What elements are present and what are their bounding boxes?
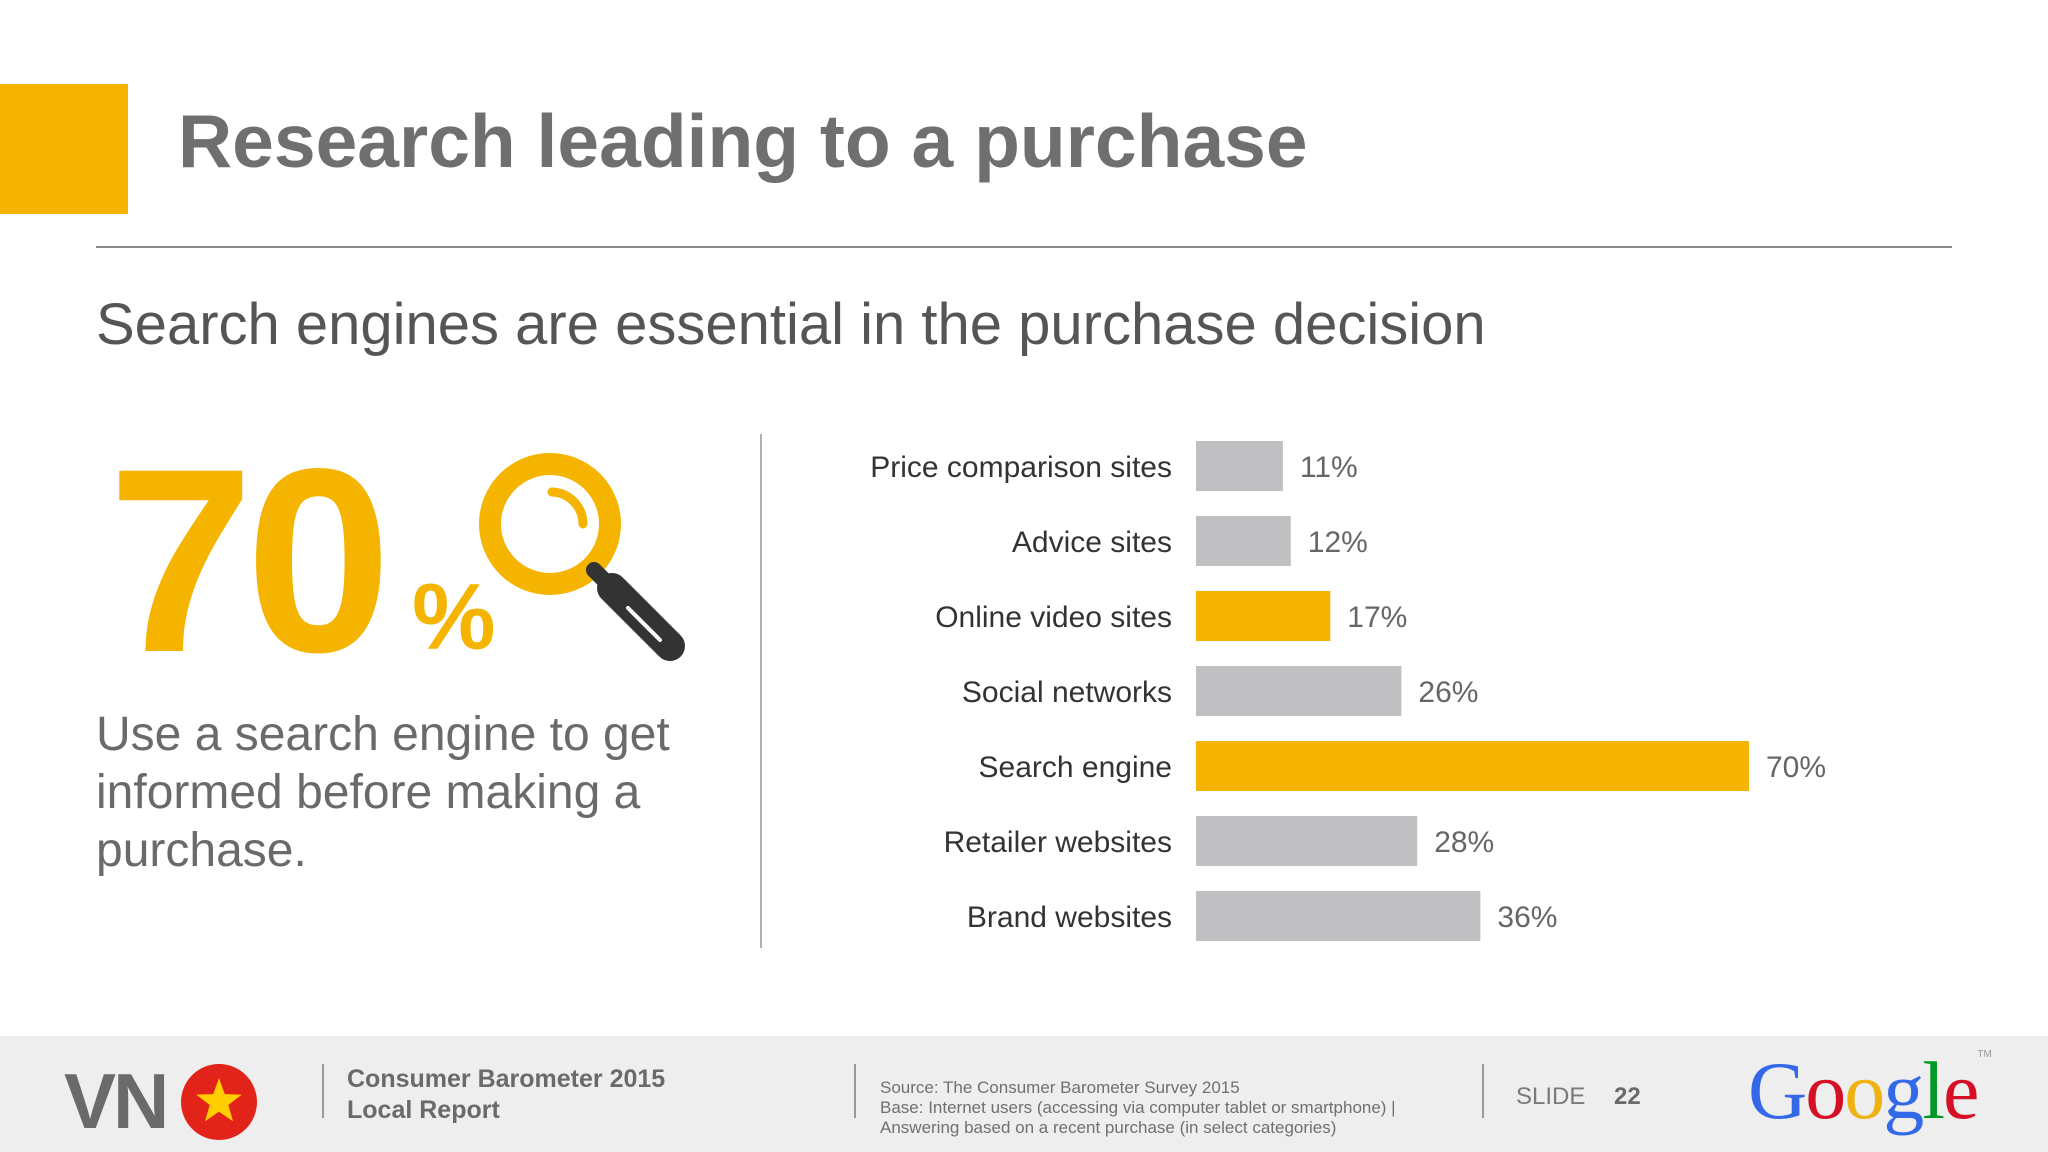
- value-label: 11%: [1300, 451, 1358, 484]
- google-logo: GoogleTM: [1748, 1050, 1992, 1132]
- country-code: VN: [64, 1057, 169, 1145]
- slide-subtitle: Search engines are essential in the purc…: [96, 292, 1486, 357]
- highlight-stat-value: 70: [108, 414, 391, 707]
- report-title-line2: Local Report: [347, 1096, 500, 1124]
- source-line1: Source: The Consumer Barometer Survey 20…: [880, 1078, 1240, 1097]
- footer-divider: [1482, 1064, 1484, 1118]
- magnifier-icon: [479, 453, 685, 661]
- category-label: Price comparison sites: [870, 451, 1172, 484]
- highlight-stat-description: Use a search engine to get informed befo…: [96, 708, 670, 877]
- bar: [1196, 591, 1331, 641]
- vertical-divider: [760, 434, 762, 948]
- value-label: 36%: [1497, 901, 1557, 934]
- logo-trademark: TM: [1977, 1049, 1992, 1060]
- value-label: 28%: [1434, 826, 1494, 859]
- value-label: 17%: [1347, 601, 1407, 634]
- logo-letter: G: [1748, 1045, 1807, 1136]
- logo-letter: e: [1943, 1045, 1979, 1136]
- bar: [1196, 741, 1749, 791]
- value-label: 26%: [1418, 676, 1478, 709]
- logo-letter: l: [1922, 1045, 1945, 1136]
- bar: [1196, 516, 1291, 566]
- bar: [1196, 891, 1481, 941]
- source-line3: Answering based on a recent purchase (in…: [880, 1118, 1337, 1137]
- highlight-stat-unit: %: [412, 564, 496, 669]
- category-label: Online video sites: [935, 601, 1172, 634]
- logo-letter: o: [1805, 1045, 1846, 1136]
- footer-divider: [854, 1064, 856, 1118]
- slide-title: Research leading to a purchase: [178, 99, 1308, 183]
- bar: [1196, 441, 1283, 491]
- bar: [1196, 666, 1402, 716]
- report-title: Consumer Barometer 2015 Local Report: [347, 1064, 665, 1126]
- source-note: Source: The Consumer Barometer Survey 20…: [880, 1078, 1396, 1138]
- slide-label: SLIDE: [1516, 1083, 1586, 1110]
- slide-number: 22: [1614, 1083, 1641, 1110]
- value-label: 12%: [1308, 526, 1368, 559]
- category-label: Search engine: [979, 751, 1172, 784]
- category-label: Brand websites: [967, 901, 1172, 934]
- footer-divider: [322, 1064, 324, 1118]
- logo-letter: g: [1883, 1045, 1924, 1136]
- value-label: 70%: [1766, 751, 1826, 784]
- title-divider: [96, 246, 1952, 248]
- bar: [1196, 816, 1418, 866]
- footer-bar: [0, 1036, 2048, 1152]
- title-accent-bar: [0, 84, 128, 214]
- logo-letter: o: [1844, 1045, 1885, 1136]
- report-title-line1: Consumer Barometer 2015: [347, 1065, 666, 1093]
- bar-chart: Price comparison sites 11% Advice sites 12%…: [870, 441, 1826, 941]
- category-label: Advice sites: [1012, 526, 1172, 559]
- vietnam-flag-icon: [181, 1064, 257, 1140]
- category-label: Social networks: [962, 676, 1172, 709]
- category-label: Retailer websites: [944, 826, 1172, 859]
- source-line2: Base: Internet users (accessing via comp…: [880, 1098, 1396, 1117]
